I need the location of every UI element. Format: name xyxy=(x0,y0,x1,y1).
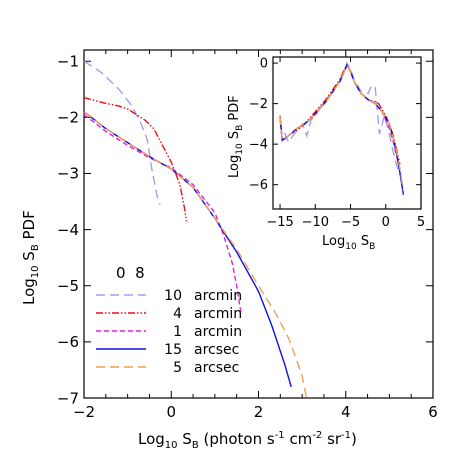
main-series-line-4 xyxy=(83,97,188,222)
legend-value: 1 xyxy=(173,324,182,340)
inset-y-tick-label: −4 xyxy=(249,138,268,153)
main-y-tick-label: −5 xyxy=(57,277,79,295)
main-series-line-5 xyxy=(83,111,308,399)
main-x-tick-label: 6 xyxy=(428,403,438,421)
inset-series-line-10 xyxy=(279,61,401,175)
legend-unit: arcmin xyxy=(194,288,242,304)
legend-unit: arcmin xyxy=(194,306,242,322)
main-y-tick-label: −7 xyxy=(57,389,79,407)
legend-title: 0 8 xyxy=(116,264,145,282)
main-x-tick-label: 2 xyxy=(254,403,264,421)
inset-x-tick-label: −10 xyxy=(302,215,329,230)
legend-value: 10 xyxy=(164,288,182,304)
inset-x-tick-label: −15 xyxy=(266,215,293,230)
inset-x-tick-label: −5 xyxy=(341,215,360,230)
inset-y-axis-label: Log10 SB PDF xyxy=(227,95,245,178)
legend-unit: arcmin xyxy=(194,324,242,340)
inset-x-axis-label: Log10 SB xyxy=(322,234,375,252)
main-y-tick-label: −1 xyxy=(57,52,79,70)
main-y-tick-label: −4 xyxy=(57,221,79,239)
inset-y-tick-label: 0 xyxy=(260,57,268,72)
main-series-line-1 xyxy=(83,113,242,314)
inset-x-tick-label: 0 xyxy=(382,215,390,230)
main-series-line-15 xyxy=(83,111,292,387)
main-x-axis-label: Log10 SB (photon s-1 cm-2 sr-1) xyxy=(138,430,357,451)
legend-unit: arcsec xyxy=(194,360,239,376)
legend: 0 8 10 arcmin 4 arcmin 1 arcmin 15 arcsec 5 arcse… xyxy=(96,264,242,376)
legend-value: 4 xyxy=(173,306,182,322)
main-y-tick-label: −2 xyxy=(57,109,79,127)
inset-series-line-5 xyxy=(279,63,405,191)
inset-axis-ticks: −15 −10 −5 0 5 −6 −4 −2 0 xyxy=(249,57,425,230)
main-axis-ticks: −2 0 2 4 6 −7 −6 −5 −4 −3 −2 −1 xyxy=(57,50,438,421)
main-y-tick-label: −3 xyxy=(57,165,79,183)
main-y-axis-label: Log10 SB PDF xyxy=(20,210,41,305)
main-series-line-10 xyxy=(83,60,161,205)
inset-y-tick-label: −6 xyxy=(249,178,268,193)
inset-series-lines xyxy=(279,61,405,195)
main-y-tick-label: −6 xyxy=(57,333,79,351)
inset-plot-frame xyxy=(272,56,422,210)
legend-value: 15 xyxy=(164,342,182,358)
main-series-lines xyxy=(83,60,308,399)
main-x-tick-label: 0 xyxy=(166,403,176,421)
inset-x-tick-label: 5 xyxy=(417,215,425,230)
legend-value: 5 xyxy=(173,360,182,376)
main-x-tick-label: 4 xyxy=(341,403,351,421)
inset-y-tick-label: −2 xyxy=(249,97,268,112)
legend-unit: arcsec xyxy=(194,342,239,358)
main-x-tick-label: −2 xyxy=(73,403,95,421)
